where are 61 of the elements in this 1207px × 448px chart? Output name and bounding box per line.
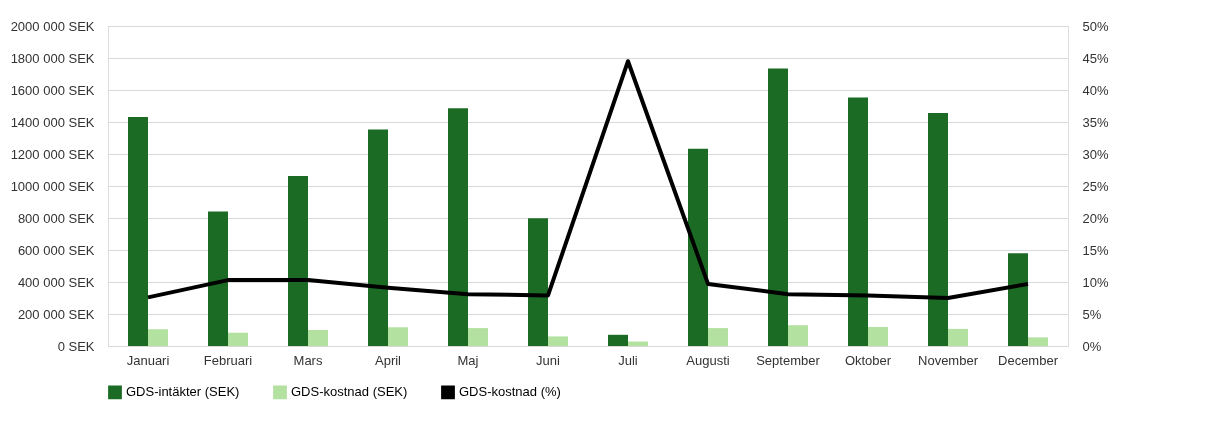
x-tick-label: April xyxy=(374,352,402,368)
bar xyxy=(368,129,388,346)
bar xyxy=(708,328,728,346)
bar xyxy=(848,97,868,346)
x-tick-label: Mars xyxy=(293,352,323,368)
x-tick-label: November xyxy=(918,352,979,368)
bar xyxy=(688,148,708,346)
y-tick-label: 0 SEK xyxy=(57,338,95,354)
x-tick-label: Juni xyxy=(536,352,561,368)
x-tick-label: Oktober xyxy=(844,352,892,368)
x-tick-label: Januari xyxy=(126,352,170,368)
bar xyxy=(548,336,568,346)
bar xyxy=(948,328,968,346)
y-tick-label: 1800 000 SEK xyxy=(10,50,95,66)
y2-tick-label: 35% xyxy=(1082,114,1109,130)
bar xyxy=(308,330,328,346)
y-tick-label: 2000 000 SEK xyxy=(10,18,95,34)
bar xyxy=(1028,337,1048,346)
line-series xyxy=(146,59,1030,300)
legend-label: GDS-intäkter (SEK) xyxy=(126,384,240,400)
y2-tick-label: 30% xyxy=(1082,146,1109,162)
x-tick-label: Juli xyxy=(618,352,638,368)
bar xyxy=(208,211,228,346)
y2-tick-label: 5% xyxy=(1082,306,1102,322)
y-tick-label: 1200 000 SEK xyxy=(10,146,95,162)
x-tick-label: September xyxy=(756,352,821,368)
bar xyxy=(388,327,408,346)
bar xyxy=(608,334,628,346)
y-tick-label: 600 000 SEK xyxy=(17,242,95,258)
y-tick-label: 1400 000 SEK xyxy=(10,114,95,130)
y2-tick-label: 45% xyxy=(1082,50,1109,66)
x-tick-label: Februari xyxy=(203,352,253,368)
y2-tick-label: 20% xyxy=(1082,210,1109,226)
bar xyxy=(228,332,248,346)
legend-label: GDS-kostnad (SEK) xyxy=(291,384,408,400)
bar xyxy=(468,328,488,346)
legend-label: GDS-kostnad (%) xyxy=(459,384,561,400)
y2-tick-label: 10% xyxy=(1082,274,1109,290)
y2-tick-label: 40% xyxy=(1082,82,1109,98)
bar xyxy=(868,326,888,346)
x-tick-label: December xyxy=(998,352,1059,368)
y2-tick-label: 50% xyxy=(1082,18,1109,34)
x-tick-label: Augusti xyxy=(686,352,730,368)
x-tick-label: Maj xyxy=(457,352,479,368)
y-tick-label: 400 000 SEK xyxy=(17,274,95,290)
bar xyxy=(768,68,788,346)
bar xyxy=(288,175,308,346)
bar xyxy=(148,329,168,346)
y-tick-label: 1600 000 SEK xyxy=(10,82,95,98)
y-tick-label: 200 000 SEK xyxy=(17,306,95,322)
bar xyxy=(448,108,468,346)
y-tick-label: 800 000 SEK xyxy=(17,210,95,226)
bar xyxy=(928,113,948,346)
bar xyxy=(1008,253,1028,346)
y2-tick-label: 0% xyxy=(1082,338,1102,354)
y-tick-label: 1000 000 SEK xyxy=(10,178,95,194)
y2-tick-label: 25% xyxy=(1082,178,1109,194)
y2-tick-label: 15% xyxy=(1082,242,1109,258)
bar xyxy=(128,116,148,346)
bar xyxy=(788,325,808,346)
bar xyxy=(528,218,548,346)
